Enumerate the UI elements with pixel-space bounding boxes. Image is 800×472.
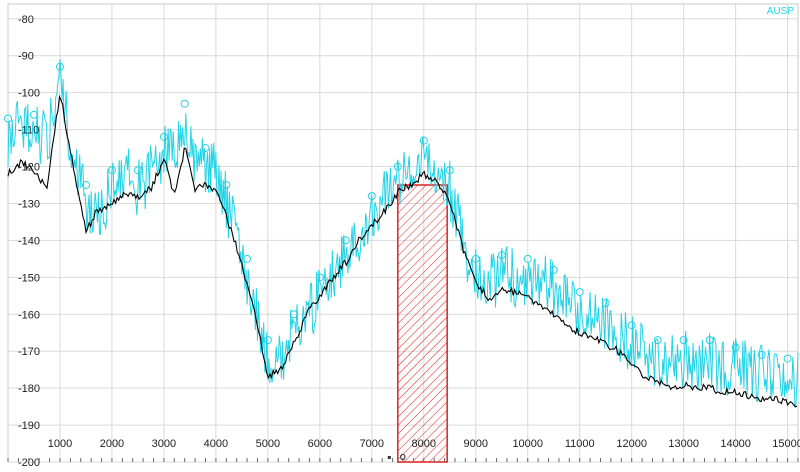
x-tick-label: 8000 <box>412 438 436 450</box>
peak-point <box>679 336 688 345</box>
peak-point <box>341 236 350 245</box>
peak-point <box>222 180 231 189</box>
marker-layer: o <box>387 451 406 463</box>
y-tick-label: -140 <box>18 235 40 247</box>
peak-point <box>627 321 636 330</box>
y-tick-label: -120 <box>18 162 40 174</box>
legend-entry-series: AUSP <box>766 6 794 17</box>
peak-point <box>55 62 64 71</box>
axis-layer: 1000 2000 3000 4000 5000 6000 7000 8000 9000 1000… <box>7 14 800 469</box>
x-tick-label: 11000 <box>565 438 595 450</box>
peak-point <box>4 114 12 123</box>
peak-point <box>201 144 210 153</box>
peak-point <box>29 110 38 119</box>
peak-point <box>393 162 402 171</box>
peak-point <box>757 350 766 359</box>
x-tick-label: 10000 <box>512 438 543 450</box>
y-tick-label: -130 <box>18 198 40 210</box>
highlight-band-layer <box>397 184 448 463</box>
peak-point <box>497 251 506 260</box>
highlight-band <box>397 184 448 463</box>
y-tick-label: -180 <box>18 383 40 395</box>
x-tick-label: 5000 <box>256 438 280 450</box>
peak-point <box>180 99 189 108</box>
band-start-marker <box>387 456 391 459</box>
y-tick-label: -150 <box>18 272 40 284</box>
x-tick-label: 13000 <box>668 438 699 450</box>
x-tick-label: 1000 <box>48 438 72 450</box>
y-tick-label: -200 <box>18 457 40 467</box>
x-tick-label: 14000 <box>720 438 751 450</box>
y-tick-label: -80 <box>18 14 34 26</box>
y-tick-label: -190 <box>18 420 40 432</box>
peak-point <box>783 354 792 363</box>
x-tick-label: 6000 <box>308 438 332 450</box>
y-tick-label: -110 <box>18 125 39 137</box>
series-line-average <box>7 94 798 408</box>
peak-point <box>653 336 662 345</box>
peak-point <box>107 166 116 175</box>
peak-point <box>289 310 298 319</box>
peak-point <box>549 265 558 274</box>
peak-point <box>705 336 714 345</box>
peak-point <box>601 299 610 308</box>
y-tick-label: -100 <box>18 88 40 100</box>
series-layer <box>4 59 799 408</box>
x-tick-label: 12000 <box>616 438 647 450</box>
peak-point <box>523 254 532 263</box>
band-marker-label: o <box>400 451 406 463</box>
x-tick-label: 9000 <box>464 438 488 450</box>
peak-point <box>263 336 272 345</box>
x-tick-label: 2000 <box>100 438 124 450</box>
peak-point <box>315 273 324 282</box>
peak-point <box>81 180 90 189</box>
x-tick-label: 7000 <box>360 438 384 450</box>
x-tick-label: 4000 <box>204 438 228 450</box>
peak-point <box>445 166 454 175</box>
peak-point <box>419 136 428 145</box>
y-tick-label: -170 <box>18 346 40 358</box>
x-tick-label: 15000 <box>772 438 800 450</box>
series-line-ausp <box>7 59 799 408</box>
peak-point <box>575 288 584 297</box>
peak-point <box>159 132 168 141</box>
x-tick-label: 3000 <box>152 438 176 450</box>
y-tick-label: -90 <box>18 51 34 63</box>
peak-point <box>243 254 252 263</box>
peak-point <box>367 192 376 201</box>
peak-point <box>471 254 480 263</box>
y-tick-label: -160 <box>18 309 40 321</box>
peak-point <box>731 343 740 352</box>
peak-point <box>133 166 142 175</box>
